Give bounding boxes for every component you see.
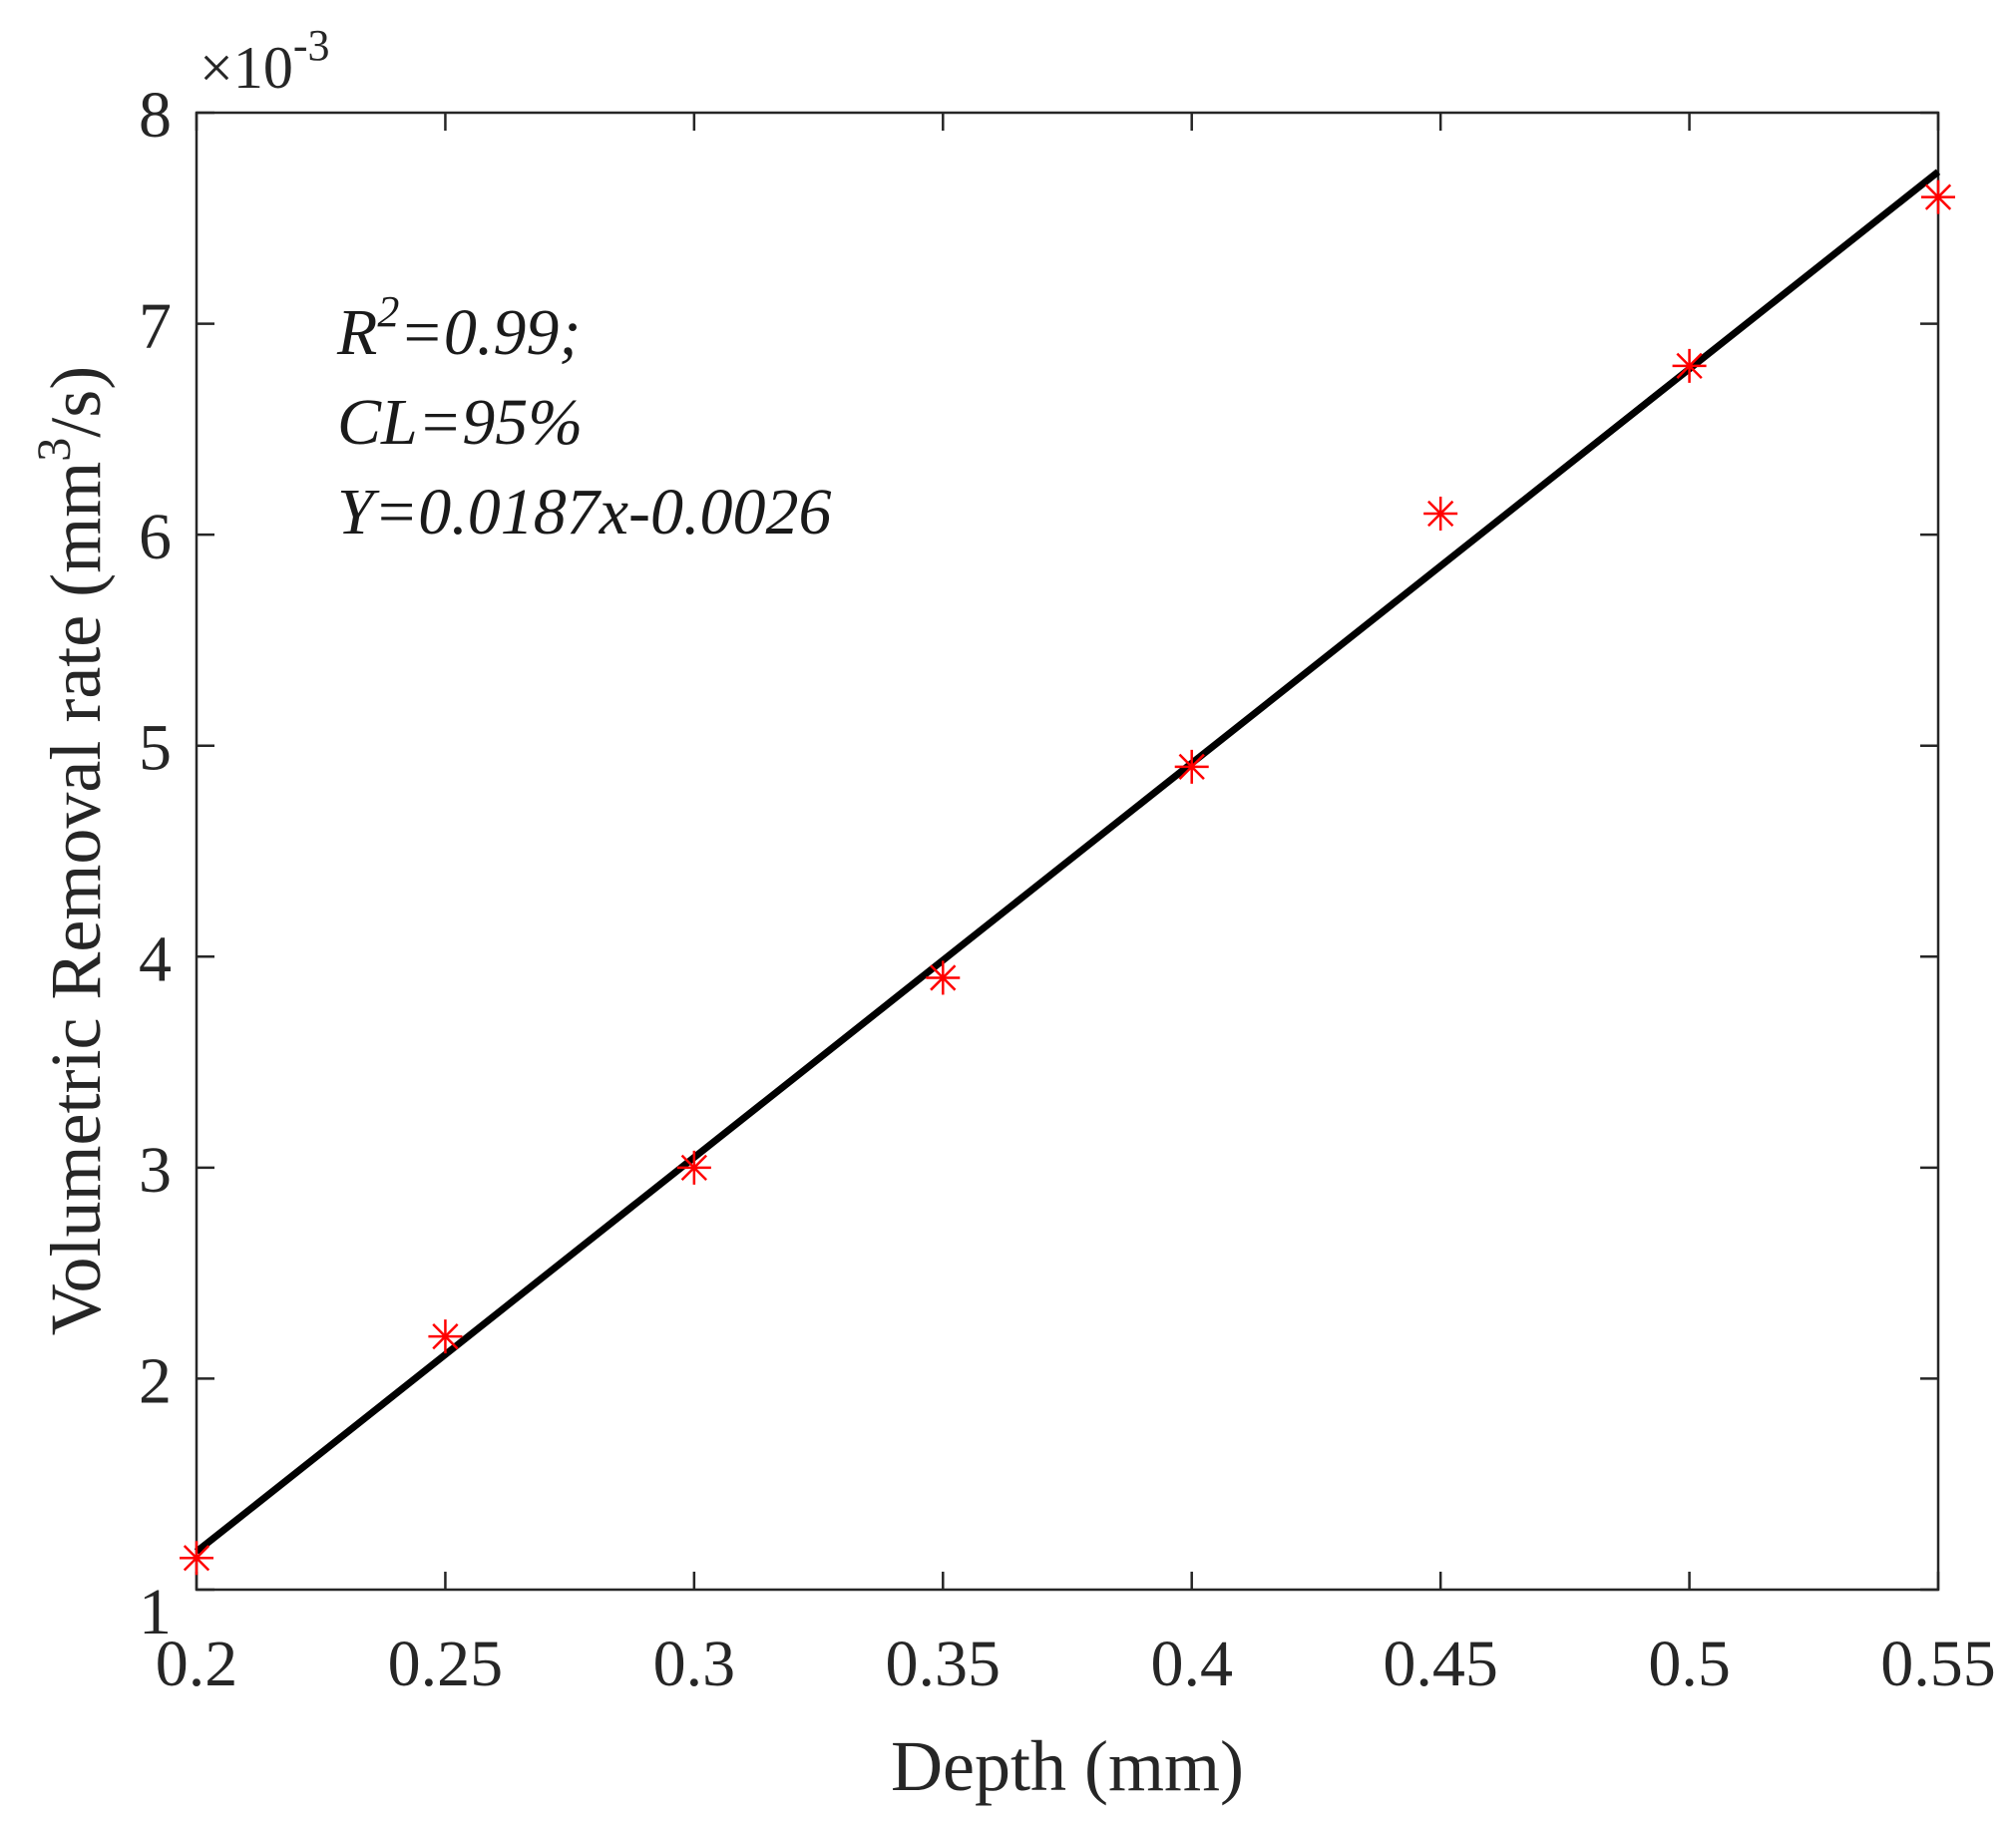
annotation-equation: Y=0.0187x-0.0026: [337, 476, 832, 548]
y-tick-label: 3: [139, 1134, 172, 1207]
asterisk-marker-icon: [428, 1319, 463, 1354]
y-tick-label: 5: [139, 712, 172, 785]
x-tick-label: 0.5: [1648, 1628, 1731, 1700]
asterisk-marker-icon: [1672, 348, 1707, 383]
asterisk-marker-icon: [1423, 496, 1458, 531]
y-axis-label: Volumetric Removal rate (mm3/s): [28, 366, 116, 1335]
x-axis-label: Depth (mm): [891, 1726, 1244, 1806]
regression-line: [194, 169, 1941, 1555]
x-tick-label: 0.3: [653, 1628, 736, 1700]
y-tick-label: 2: [139, 1344, 172, 1417]
asterisk-marker-icon: [926, 960, 961, 995]
y-tick-labels: 1 2 3 4 5 6 7 8: [139, 79, 172, 1648]
x-tick-labels: 0.2 0.25 0.3 0.35 0.4 0.45 0.5 0.55: [156, 1628, 1996, 1700]
x-tick-label: 0.25: [388, 1628, 504, 1700]
data-markers: [180, 180, 1955, 1576]
asterisk-marker-icon: [1921, 180, 1955, 214]
asterisk-marker-icon: [1174, 749, 1209, 784]
x-tick-label: 0.2: [156, 1628, 238, 1700]
x-tick-label: 0.35: [886, 1628, 1002, 1700]
asterisk-marker-icon: [676, 1150, 711, 1185]
y-tick-label: 1: [139, 1576, 172, 1648]
y-tick-label: 8: [139, 79, 172, 152]
y-exponent-label: ×10-3: [200, 21, 330, 101]
x-tick-label: 0.4: [1150, 1628, 1233, 1700]
x-tick-label: 0.45: [1383, 1628, 1498, 1700]
x-tick-label: 0.55: [1880, 1628, 1996, 1700]
annotation-r2: R2=0.99;: [336, 287, 581, 369]
asterisk-marker-icon: [180, 1541, 213, 1576]
y-tick-label: 4: [139, 922, 172, 995]
fit-line: [194, 169, 1941, 1555]
y-tick-label: 7: [139, 290, 172, 363]
plot-area: [195, 111, 1940, 1592]
y-tick-label: 6: [139, 501, 172, 573]
annotation-cl: CL=95%: [337, 386, 583, 459]
